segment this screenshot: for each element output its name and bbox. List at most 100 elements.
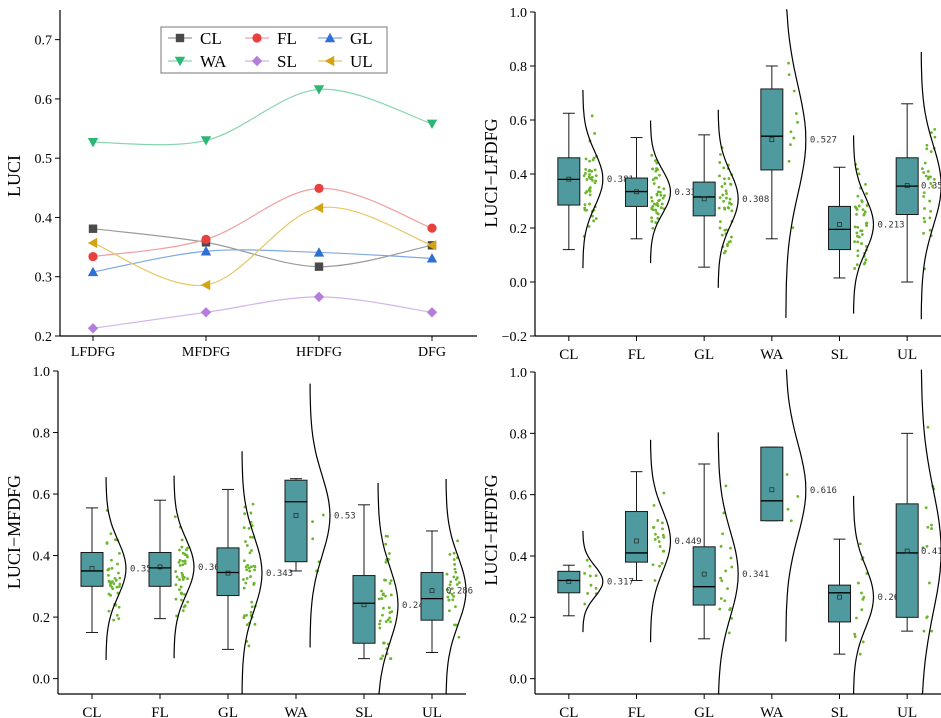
data-point [588, 574, 592, 578]
data-point [246, 563, 250, 567]
data-point [174, 570, 178, 573]
y-tick-label: 0.2 [33, 611, 51, 626]
data-point [658, 190, 662, 194]
data-point [454, 570, 458, 574]
data-point [930, 629, 934, 633]
y-tick-label: 0.6 [35, 93, 53, 108]
data-point [582, 174, 586, 178]
mean-marker [837, 222, 842, 227]
box [625, 177, 648, 207]
data-point [930, 131, 933, 134]
data-point [923, 220, 927, 224]
data-point [311, 537, 315, 541]
data-point [111, 587, 115, 591]
data-point-sl [313, 291, 325, 303]
data-point [718, 174, 721, 178]
data-point [584, 157, 588, 161]
data-point [661, 549, 665, 553]
x-tick-label: UL [422, 705, 442, 718]
data-point [924, 174, 928, 178]
data-point [247, 566, 251, 570]
data-point [243, 512, 247, 516]
data-point [796, 494, 800, 498]
box [216, 547, 240, 597]
plot-area: 0.0 0.2 0.4 0.6 0.8 1.0 CL 0.317 FL 0.449 GL 0.341 W… [510, 366, 941, 718]
data-point [864, 182, 867, 186]
data-point [728, 197, 732, 201]
series-line-fl [92, 187, 433, 258]
data-point [861, 597, 865, 601]
data-point [184, 548, 188, 552]
data-point [719, 576, 723, 580]
data-point [785, 473, 789, 476]
data-point-ul [200, 279, 211, 291]
density-curve [105, 477, 127, 660]
mean-marker [361, 602, 367, 608]
data-point [853, 635, 857, 639]
data-point [651, 208, 655, 212]
data-point [380, 589, 383, 593]
data-point [662, 491, 666, 495]
data-point [928, 216, 932, 220]
data-point-gl [87, 266, 99, 277]
panel-luci-mfdfg: LUCI−MFDFG 0.00.20.40.60.81.0CL0.358FL0.… [4, 365, 473, 718]
data-point [378, 622, 381, 626]
data-point [109, 581, 113, 585]
data-point [452, 551, 456, 555]
mean-label: 0.53 [334, 512, 356, 522]
data-point-ul [426, 240, 437, 251]
data-point [654, 221, 658, 224]
x-tick-label: WA [284, 705, 307, 718]
data-point [923, 161, 927, 165]
data-point-gl [313, 247, 325, 257]
data-point [587, 225, 591, 228]
mean-marker [634, 189, 639, 195]
x-tick-label: CL [559, 347, 578, 363]
data-point [311, 520, 314, 523]
data-point [447, 609, 451, 613]
data-point [583, 602, 587, 606]
series-line-wa [92, 88, 433, 146]
x-tick-label: SL [831, 705, 849, 718]
data-point [117, 605, 121, 609]
data-point [865, 204, 869, 208]
data-point [379, 657, 383, 661]
legend-label: FL [277, 29, 297, 48]
data-point [922, 171, 926, 174]
data-point [450, 587, 454, 591]
data-point [116, 562, 119, 566]
data-point [377, 597, 381, 601]
density-curve [853, 495, 875, 694]
box [284, 479, 308, 563]
x-tick-label: DFG [418, 345, 446, 360]
mean-label: 0.308 [742, 195, 769, 205]
data-point [925, 143, 929, 147]
data-point [457, 581, 461, 584]
data-point [730, 565, 734, 569]
legend-marker [175, 33, 185, 43]
data-point [242, 578, 245, 581]
data-point [661, 196, 665, 200]
data-point [723, 177, 726, 181]
data-point [658, 545, 662, 548]
data-point [118, 582, 122, 586]
mean-label: 0.416 [921, 547, 941, 557]
data-point [388, 552, 391, 555]
data-point [652, 182, 656, 185]
x-tick-label: CL [559, 705, 578, 718]
data-point [720, 579, 724, 583]
data-point [656, 519, 660, 522]
data-point [789, 519, 793, 523]
y-tick-label: 0.6 [33, 488, 51, 503]
data-point [584, 191, 588, 195]
data-point [181, 609, 185, 612]
x-tick-label: GL [694, 347, 714, 363]
density-curve [785, 369, 807, 642]
data-point [242, 526, 246, 530]
data-point [655, 201, 659, 205]
data-point [932, 177, 936, 181]
density-curve [650, 120, 672, 264]
data-point [589, 583, 593, 587]
legend-label: WA [200, 52, 227, 71]
data-point [722, 511, 726, 515]
